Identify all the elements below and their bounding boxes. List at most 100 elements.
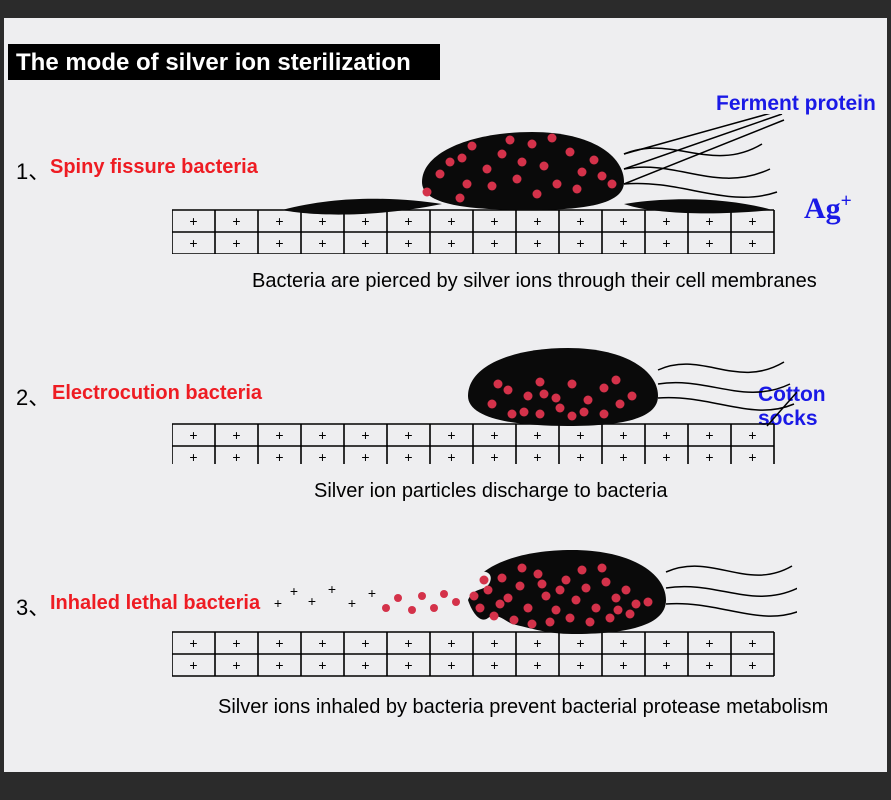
svg-text:+: + bbox=[748, 427, 756, 443]
svg-text:+: + bbox=[275, 235, 283, 251]
svg-text:+: + bbox=[619, 657, 627, 673]
svg-text:+: + bbox=[748, 657, 756, 673]
svg-text:+: + bbox=[619, 427, 627, 443]
svg-text:+: + bbox=[705, 449, 713, 464]
svg-text:+: + bbox=[189, 449, 197, 464]
ag-charge: + bbox=[841, 191, 852, 212]
step-number: 1、 bbox=[16, 154, 50, 186]
svg-text:+: + bbox=[404, 213, 412, 229]
svg-text:+: + bbox=[232, 213, 240, 229]
ag-symbol: Ag bbox=[804, 192, 841, 225]
step-number: 2、 bbox=[16, 380, 50, 412]
svg-text:+: + bbox=[275, 213, 283, 229]
svg-text:+: + bbox=[490, 427, 498, 443]
infographic-panel: The mode of silver ion sterilization Ferm… bbox=[4, 18, 887, 772]
svg-text:+: + bbox=[308, 593, 316, 609]
svg-text:+: + bbox=[275, 657, 283, 673]
svg-text:+: + bbox=[447, 449, 455, 464]
svg-text:+: + bbox=[619, 635, 627, 651]
svg-text:+: + bbox=[619, 449, 627, 464]
svg-text:+: + bbox=[232, 427, 240, 443]
svg-text:+: + bbox=[275, 427, 283, 443]
outer-frame: The mode of silver ion sterilization Ferm… bbox=[0, 0, 891, 800]
svg-text:+: + bbox=[189, 213, 197, 229]
annot-ferment-protein: Ferment protein bbox=[716, 92, 876, 116]
svg-text:+: + bbox=[318, 235, 326, 251]
svg-text:+: + bbox=[619, 235, 627, 251]
svg-text:+: + bbox=[404, 657, 412, 673]
svg-text:+: + bbox=[490, 235, 498, 251]
svg-text:+: + bbox=[662, 657, 670, 673]
svg-text:+: + bbox=[705, 657, 713, 673]
step-diagram: ++++++++++++++++++++++++++++ bbox=[172, 114, 797, 254]
svg-text:+: + bbox=[232, 235, 240, 251]
svg-text:+: + bbox=[533, 449, 541, 464]
svg-text:+: + bbox=[318, 213, 326, 229]
svg-text:+: + bbox=[361, 635, 369, 651]
svg-text:+: + bbox=[361, 427, 369, 443]
svg-text:+: + bbox=[404, 449, 412, 464]
svg-text:+: + bbox=[404, 235, 412, 251]
svg-text:+: + bbox=[189, 427, 197, 443]
svg-text:+: + bbox=[748, 235, 756, 251]
svg-text:+: + bbox=[232, 657, 240, 673]
svg-text:+: + bbox=[748, 449, 756, 464]
svg-text:+: + bbox=[447, 657, 455, 673]
svg-text:+: + bbox=[368, 585, 376, 601]
svg-text:+: + bbox=[662, 449, 670, 464]
svg-text:+: + bbox=[361, 449, 369, 464]
svg-text:+: + bbox=[662, 635, 670, 651]
svg-text:+: + bbox=[490, 657, 498, 673]
svg-text:+: + bbox=[318, 427, 326, 443]
svg-text:+: + bbox=[447, 427, 455, 443]
svg-text:+: + bbox=[361, 213, 369, 229]
svg-text:+: + bbox=[189, 235, 197, 251]
svg-text:+: + bbox=[490, 213, 498, 229]
svg-text:+: + bbox=[404, 427, 412, 443]
svg-text:+: + bbox=[576, 635, 584, 651]
step-caption: Silver ion particles discharge to bacter… bbox=[314, 480, 668, 503]
svg-text:+: + bbox=[576, 427, 584, 443]
svg-text:+: + bbox=[189, 657, 197, 673]
svg-text:+: + bbox=[275, 635, 283, 651]
svg-text:+: + bbox=[274, 595, 282, 611]
svg-text:+: + bbox=[361, 657, 369, 673]
svg-text:+: + bbox=[361, 235, 369, 251]
step-caption: Bacteria are pierced by silver ions thro… bbox=[252, 270, 817, 293]
svg-text:+: + bbox=[533, 213, 541, 229]
svg-text:+: + bbox=[662, 235, 670, 251]
svg-text:+: + bbox=[748, 213, 756, 229]
svg-text:+: + bbox=[447, 635, 455, 651]
svg-text:+: + bbox=[662, 427, 670, 443]
svg-text:+: + bbox=[447, 213, 455, 229]
svg-text:+: + bbox=[189, 635, 197, 651]
svg-text:+: + bbox=[318, 449, 326, 464]
svg-text:+: + bbox=[705, 235, 713, 251]
step-caption: Silver ions inhaled by bacteria prevent … bbox=[218, 696, 828, 719]
svg-text:+: + bbox=[576, 235, 584, 251]
svg-text:+: + bbox=[705, 427, 713, 443]
svg-text:+: + bbox=[348, 595, 356, 611]
svg-text:+: + bbox=[705, 213, 713, 229]
annot-ag-plus: Ag+ bbox=[804, 191, 852, 226]
step-number: 3、 bbox=[16, 590, 50, 622]
svg-text:+: + bbox=[533, 657, 541, 673]
svg-text:+: + bbox=[533, 427, 541, 443]
svg-text:+: + bbox=[748, 635, 756, 651]
svg-text:+: + bbox=[447, 235, 455, 251]
svg-text:+: + bbox=[318, 635, 326, 651]
svg-text:+: + bbox=[404, 635, 412, 651]
svg-text:+: + bbox=[619, 213, 627, 229]
step-diagram: ++++++++++++++++++++++++++++++++++ bbox=[172, 538, 797, 678]
svg-text:+: + bbox=[290, 583, 298, 599]
title-bar: The mode of silver ion sterilization bbox=[8, 44, 440, 80]
svg-text:+: + bbox=[328, 581, 336, 597]
svg-text:+: + bbox=[232, 449, 240, 464]
svg-text:+: + bbox=[490, 449, 498, 464]
svg-text:+: + bbox=[232, 635, 240, 651]
step-diagram: ++++++++++++++++++++++++++++ bbox=[172, 334, 797, 464]
svg-text:+: + bbox=[490, 635, 498, 651]
svg-text:+: + bbox=[533, 635, 541, 651]
svg-text:+: + bbox=[705, 635, 713, 651]
svg-text:+: + bbox=[662, 213, 670, 229]
